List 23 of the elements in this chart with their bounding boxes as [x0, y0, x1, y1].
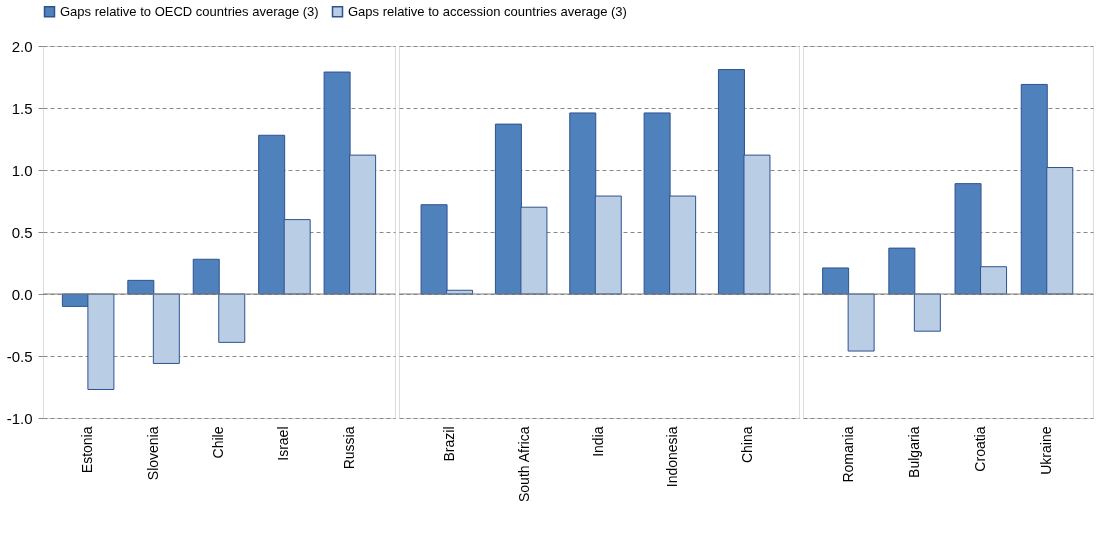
legend-label: Gaps relative to accession countries average (3) [348, 3, 627, 19]
x-tick-label: China [738, 426, 755, 464]
x-tick-label: Chile [210, 426, 226, 459]
y-tick-label: 1.5 [11, 99, 33, 117]
y-tick-label: 2.0 [11, 37, 33, 55]
x-tick-label: Bulgaria [905, 426, 922, 478]
x-tick-label: Slovenia [144, 426, 161, 481]
x-tick-label: South Africa [515, 426, 532, 502]
y-tick-label: -0.5 [6, 347, 33, 365]
y-tick-label: 0.0 [11, 285, 33, 303]
x-tick-label: Estonia [79, 426, 96, 474]
x-tick-label: India [590, 426, 606, 457]
y-tick-label: 1.0 [11, 161, 33, 179]
x-tick-label: Brazil [441, 426, 458, 462]
x-tick-label: Ukraine [1038, 426, 1055, 475]
x-tick-label: Israel [275, 426, 292, 461]
x-tick-label: Croatia [972, 426, 989, 472]
x-tick-label: Romania [839, 426, 856, 483]
x-tick-label: Indonesia [664, 426, 681, 488]
y-tick-label: 0.5 [11, 223, 33, 241]
y-tick-label: -1.0 [6, 409, 33, 427]
x-tick-label: Russia [340, 426, 357, 470]
legend-label: Gaps relative to OECD countries average (3) [60, 3, 319, 19]
